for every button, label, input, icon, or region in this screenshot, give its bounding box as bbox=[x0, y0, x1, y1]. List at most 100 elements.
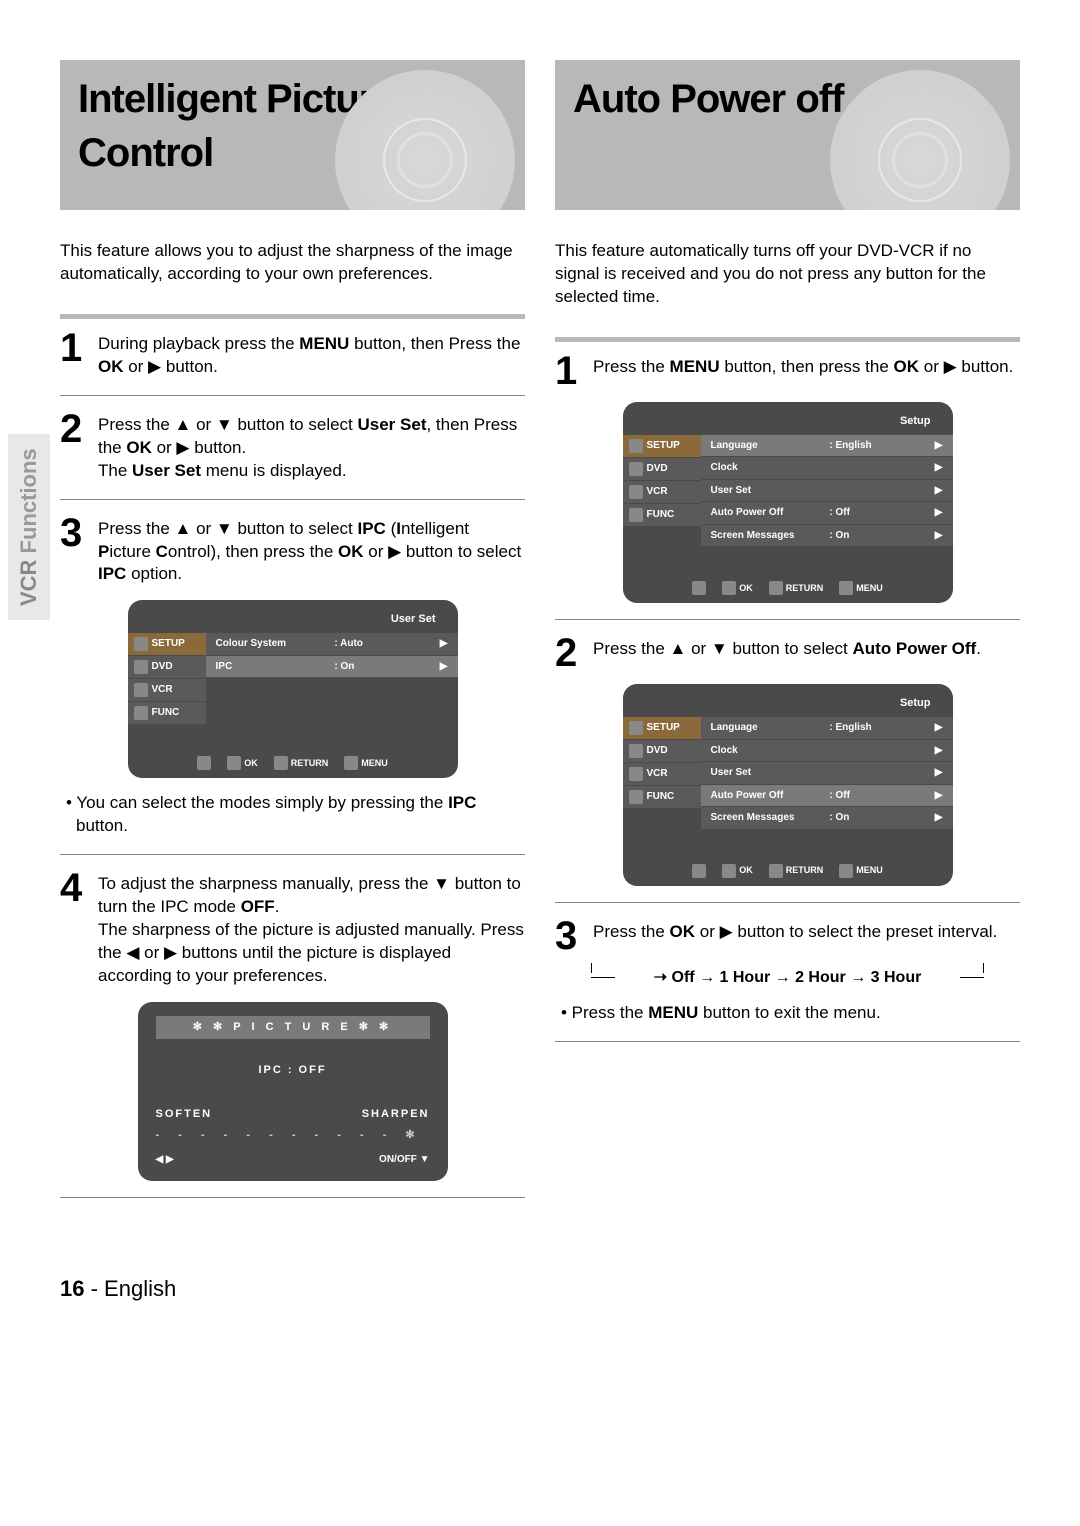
step-number: 3 bbox=[555, 919, 583, 953]
gear-icon bbox=[134, 637, 148, 651]
osd-title: Setup bbox=[623, 410, 953, 435]
divider bbox=[555, 1041, 1020, 1042]
osd-picture-status: IPC : OFF bbox=[156, 1063, 430, 1078]
vcr-icon bbox=[134, 683, 148, 697]
osd-tabs: SETUP DVD VCR FUNC bbox=[623, 717, 701, 856]
osd-picture-labels: SOFTENSHARPEN bbox=[156, 1107, 430, 1122]
step-number: 4 bbox=[60, 871, 88, 905]
osd-title: User Set bbox=[128, 608, 458, 633]
osd-picture: ✻ ✻ P I C T U R E ✻ ✻ IPC : OFF SOFTENSH… bbox=[138, 1002, 448, 1181]
osd-tab: VCR bbox=[128, 679, 206, 701]
osd-tab: FUNC bbox=[623, 786, 701, 808]
osd-row: Auto Power Off: Off▶ bbox=[701, 502, 953, 524]
step-text: Press the OK or ▶ button to select the p… bbox=[593, 919, 1020, 944]
cycle-options: ➝ Off → 1 Hour → 2 Hour → 3 Hour bbox=[555, 967, 1020, 989]
left-step-2: 2 Press the ▲ or ▼ button to select User… bbox=[60, 412, 525, 483]
divider bbox=[60, 854, 525, 855]
osd-row: Screen Messages: On▶ bbox=[701, 525, 953, 547]
divider bbox=[555, 619, 1020, 620]
dvd-icon bbox=[629, 462, 643, 476]
osd-row: Clock▶ bbox=[701, 457, 953, 479]
vcr-icon bbox=[629, 767, 643, 781]
step-text: Press the ▲ or ▼ button to select IPC (I… bbox=[98, 516, 525, 587]
dvd-icon bbox=[134, 660, 148, 674]
step-text: Press the ▲ or ▼ button to select User S… bbox=[98, 412, 525, 483]
osd-tab: DVD bbox=[128, 656, 206, 678]
return-icon bbox=[769, 864, 783, 878]
osd-tabs: SETUP DVD VCR FUNC bbox=[128, 633, 206, 748]
gear-icon bbox=[629, 721, 643, 735]
divider bbox=[555, 902, 1020, 903]
osd-picture-bar: - - - - - - - - - - - ✻ bbox=[156, 1128, 430, 1143]
osd-row: Auto Power Off: Off▶ bbox=[701, 785, 953, 807]
divider bbox=[555, 337, 1020, 342]
osd-setup-2: Setup SETUP DVD VCR FUNC Language: Engli… bbox=[623, 684, 953, 885]
nav-icon bbox=[197, 756, 211, 770]
osd-tab: SETUP bbox=[623, 435, 701, 457]
osd-row: Language: English▶ bbox=[701, 435, 953, 457]
nav-icon bbox=[692, 864, 706, 878]
osd-tab: DVD bbox=[623, 458, 701, 480]
osd-row: Screen Messages: On▶ bbox=[701, 807, 953, 829]
osd-footer: OK RETURN MENU bbox=[623, 856, 953, 886]
left-intro: This feature allows you to adjust the sh… bbox=[60, 240, 525, 286]
ok-icon bbox=[722, 581, 736, 595]
osd-row: User Set▶ bbox=[701, 480, 953, 502]
right-intro: This feature automatically turns off you… bbox=[555, 240, 1020, 309]
osd-tab: FUNC bbox=[128, 702, 206, 724]
osd-tab: SETUP bbox=[128, 633, 206, 655]
note: • You can select the modes simply by pre… bbox=[76, 792, 525, 838]
step-number: 2 bbox=[555, 636, 583, 670]
divider bbox=[60, 314, 525, 319]
page-footer: 16 - English bbox=[60, 1274, 1020, 1304]
func-icon bbox=[629, 790, 643, 804]
osd-rows: Language: English▶ Clock▶ User Set▶ Auto… bbox=[701, 435, 953, 574]
osd-tab: SETUP bbox=[623, 717, 701, 739]
osd-picture-foot: ◀ ▶ON/OFF ▼ bbox=[156, 1153, 430, 1167]
osd-tab: FUNC bbox=[623, 504, 701, 526]
osd-row: User Set▶ bbox=[701, 762, 953, 784]
right-step-3: 3 Press the OK or ▶ button to select the… bbox=[555, 919, 1020, 953]
func-icon bbox=[134, 706, 148, 720]
vcr-icon bbox=[629, 485, 643, 499]
osd-tabs: SETUP DVD VCR FUNC bbox=[623, 435, 701, 574]
note: • Press the MENU button to exit the menu… bbox=[571, 1002, 1020, 1025]
divider bbox=[60, 395, 525, 396]
osd-tab: VCR bbox=[623, 481, 701, 503]
right-step-2: 2 Press the ▲ or ▼ button to select Auto… bbox=[555, 636, 1020, 670]
left-step-4: 4 To adjust the sharpness manually, pres… bbox=[60, 871, 525, 988]
osd-rows: Colour System: Auto▶ IPC: On▶ bbox=[206, 633, 458, 748]
dvd-icon bbox=[629, 744, 643, 758]
right-banner: Auto Power off bbox=[555, 60, 1020, 210]
osd-rows: Language: English▶ Clock▶ User Set▶ Auto… bbox=[701, 717, 953, 856]
osd-footer: OK RETURN MENU bbox=[128, 748, 458, 778]
osd-row: Language: English▶ bbox=[701, 717, 953, 739]
osd-row: Clock▶ bbox=[701, 740, 953, 762]
step-number: 3 bbox=[60, 516, 88, 550]
step-text: During playback press the MENU button, t… bbox=[98, 331, 525, 379]
osd-row: Colour System: Auto▶ bbox=[206, 633, 458, 655]
section-tab: VCR Functions bbox=[8, 434, 50, 620]
right-step-1: 1 Press the MENU button, then press the … bbox=[555, 354, 1020, 388]
left-step-3: 3 Press the ▲ or ▼ button to select IPC … bbox=[60, 516, 525, 587]
step-number: 1 bbox=[555, 354, 583, 388]
osd-setup-1: Setup SETUP DVD VCR FUNC Language: Engli… bbox=[623, 402, 953, 603]
osd-title: Setup bbox=[623, 692, 953, 717]
func-icon bbox=[629, 508, 643, 522]
return-icon bbox=[769, 581, 783, 595]
left-banner: Intelligent Picture Control bbox=[60, 60, 525, 210]
step-text: To adjust the sharpness manually, press … bbox=[98, 871, 525, 988]
nav-icon bbox=[692, 581, 706, 595]
osd-picture-title: ✻ ✻ P I C T U R E ✻ ✻ bbox=[156, 1016, 430, 1039]
osd-tab: DVD bbox=[623, 740, 701, 762]
osd-footer: OK RETURN MENU bbox=[623, 573, 953, 603]
osd-tab: VCR bbox=[623, 763, 701, 785]
step-text: Press the MENU button, then press the OK… bbox=[593, 354, 1020, 379]
menu-icon bbox=[344, 756, 358, 770]
divider bbox=[60, 1197, 525, 1198]
divider bbox=[60, 499, 525, 500]
osd-userset: User Set SETUP DVD VCR FUNC Colour Syste… bbox=[128, 600, 458, 778]
left-step-1: 1 During playback press the MENU button,… bbox=[60, 331, 525, 379]
return-icon bbox=[274, 756, 288, 770]
step-number: 1 bbox=[60, 331, 88, 365]
